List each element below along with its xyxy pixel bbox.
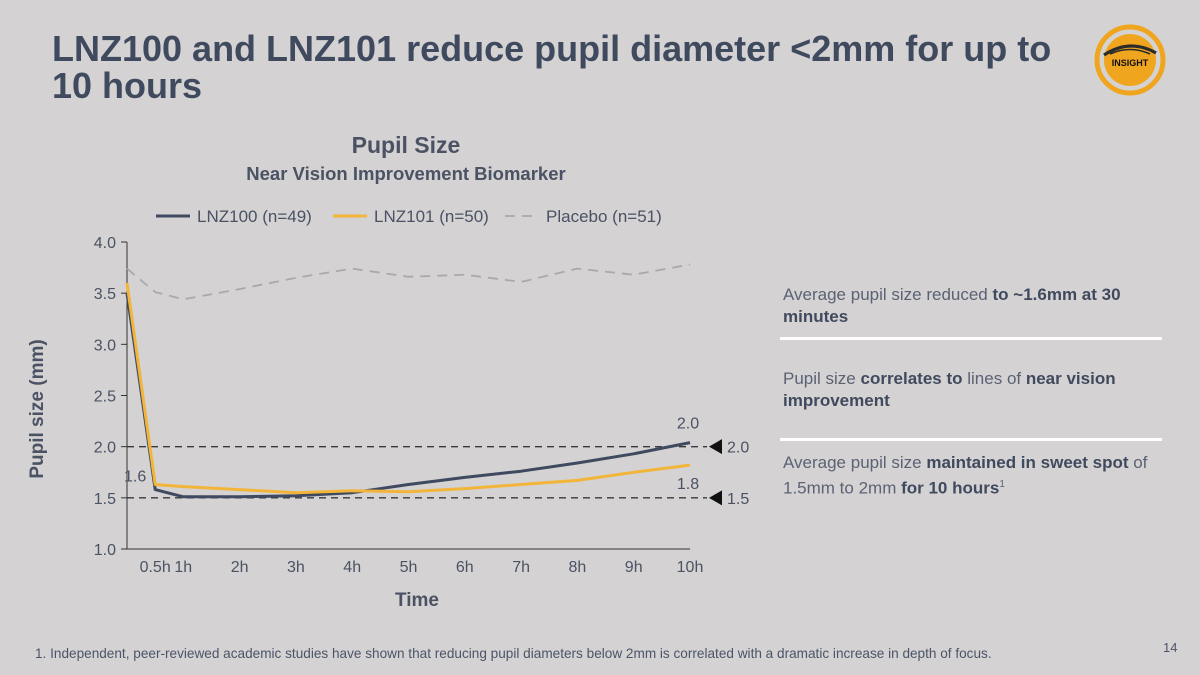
y-tick-label: 1.0 xyxy=(94,542,116,559)
reference-arrow-icon xyxy=(709,439,722,455)
chart-subtitle: Near Vision Improvement Biomarker xyxy=(246,163,565,184)
insight-item-3: Average pupil size maintained in sweet s… xyxy=(783,452,1163,500)
data-label: 2.0 xyxy=(677,416,699,433)
y-tick-label: 3.0 xyxy=(94,337,116,354)
logo-text: INSIGHT xyxy=(1112,58,1149,68)
chart-axes: 1.0 1.5 2.0 2.5 3.0 3.5 4.0 0.5h 1h 2h 3h 4h 5h 6h 7h 8… xyxy=(94,235,704,576)
chart-annotations: 1.6 2.0 1.8 xyxy=(124,416,699,494)
insight-item-2: Pupil size correlates to lines of near v… xyxy=(783,368,1163,412)
x-tick-label: 5h xyxy=(400,559,418,576)
insight-1-text: Average pupil size reduced xyxy=(783,285,993,304)
y-tick-label: 2.5 xyxy=(94,389,116,406)
y-tick-label: 3.5 xyxy=(94,286,116,303)
slide-title: LNZ100 and LNZ101 reduce pupil diameter … xyxy=(52,28,1052,106)
x-tick-label: 4h xyxy=(343,559,361,576)
footnote: 1. Independent, peer-reviewed academic s… xyxy=(35,646,992,661)
x-tick-label: 7h xyxy=(512,559,530,576)
series-line-lnz100 xyxy=(125,292,691,499)
x-tick-label: 0.5h xyxy=(140,559,171,576)
legend-label-placebo: Placebo (n=51) xyxy=(546,207,662,226)
reference-label: 1.5 xyxy=(727,491,749,508)
insight-item-1: Average pupil size reduced to ~1.6mm at … xyxy=(783,284,1163,328)
y-tick-label: 2.0 xyxy=(94,440,116,457)
reference-label: 2.0 xyxy=(727,440,749,457)
insight-2-emphasis-1: correlates to xyxy=(860,369,963,388)
y-tick-label: 1.5 xyxy=(94,491,116,508)
insight-logo: INSIGHT xyxy=(1094,24,1166,96)
x-tick-label: 6h xyxy=(456,559,474,576)
y-axis-title: Pupil size (mm) xyxy=(27,339,48,478)
page-number: 14 xyxy=(1163,640,1178,655)
insight-3-emphasis-1: maintained in sweet spot xyxy=(926,453,1129,472)
insight-1-emphasis: to ~1.6mm at 30 minutes xyxy=(783,285,1121,326)
insight-2-text: Pupil size xyxy=(783,369,861,388)
insight-3-emphasis-2: for 10 hours xyxy=(901,478,1000,498)
x-axis-title: Time xyxy=(395,590,439,611)
insight-2-emphasis-2: near vision improvement xyxy=(783,369,1116,410)
chart-series xyxy=(125,263,691,499)
x-tick-label: 2h xyxy=(231,559,249,576)
x-tick-label: 10h xyxy=(677,559,704,576)
data-label: 1.6 xyxy=(124,469,146,486)
reference-arrow-icon xyxy=(709,490,722,506)
chart-legend: LNZ100 (n=49) LNZ101 (n=50) Placebo (n=51) xyxy=(156,207,662,226)
panel-divider xyxy=(780,438,1162,441)
y-tick-label: 4.0 xyxy=(94,235,116,252)
panel-divider xyxy=(780,337,1162,340)
x-tick-label: 1h xyxy=(174,559,192,576)
legend-label-lnz100: LNZ100 (n=49) xyxy=(197,207,312,226)
series-line-placebo xyxy=(126,263,691,301)
legend-label-lnz101: LNZ101 (n=50) xyxy=(374,207,489,226)
chart-title: Pupil Size xyxy=(352,132,461,158)
footnote-marker: 1 xyxy=(999,479,1005,490)
x-tick-label: 3h xyxy=(287,559,305,576)
insight-3-text: Average pupil size xyxy=(783,453,927,472)
x-tick-label: 8h xyxy=(569,559,587,576)
insight-2-text-mid: lines of xyxy=(962,369,1026,388)
insight-3-text-mid: of 1.5mm to 2mm xyxy=(783,453,1148,498)
x-tick-label: 9h xyxy=(625,559,643,576)
series-line-lnz101 xyxy=(125,282,691,495)
data-label: 1.8 xyxy=(677,476,699,493)
